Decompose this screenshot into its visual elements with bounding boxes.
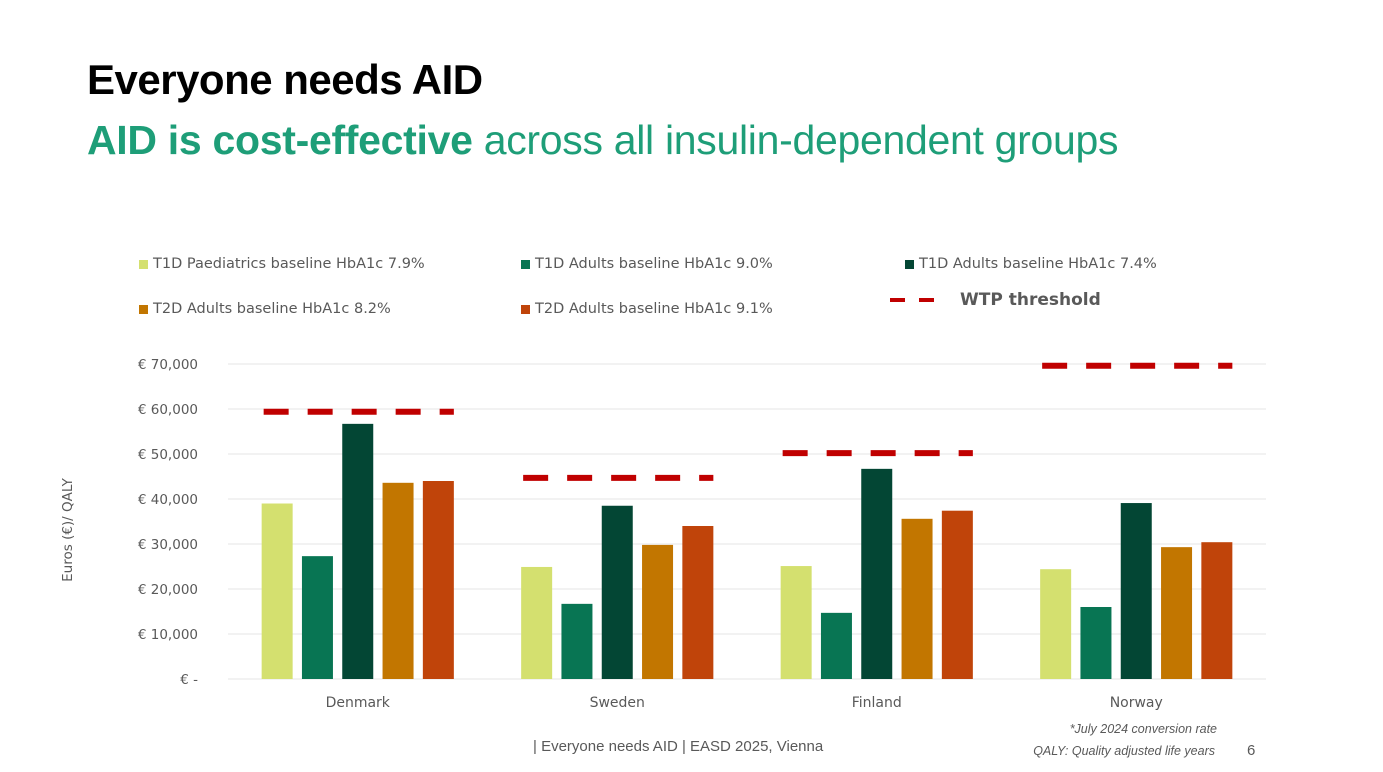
legend-item-wtp: WTP threshold bbox=[890, 290, 1101, 310]
bar bbox=[601, 505, 633, 679]
legend-label: T1D Paediatrics baseline HbA1c 7.9% bbox=[153, 256, 425, 272]
slide-subtitle: AID is cost-effective across all insulin… bbox=[87, 117, 1119, 164]
y-tick-label: € - bbox=[180, 672, 198, 688]
x-tick-label: Denmark bbox=[326, 695, 391, 711]
legend-swatch bbox=[521, 259, 530, 269]
page-number: 6 bbox=[1247, 742, 1256, 759]
wtp-dash-icon bbox=[890, 298, 905, 302]
qaly-note: QALY: Quality adjusted life years bbox=[1033, 744, 1215, 758]
y-tick-label: € 40,000 bbox=[138, 492, 198, 508]
bar bbox=[301, 556, 333, 679]
bar bbox=[682, 526, 714, 679]
y-axis-label: Euros (€)/ QALY bbox=[60, 477, 76, 581]
bar bbox=[382, 482, 414, 679]
wtp-lines bbox=[263, 362, 1233, 481]
bar bbox=[901, 518, 933, 679]
x-tick-label: Sweden bbox=[590, 695, 645, 711]
y-tick-label: € 60,000 bbox=[138, 402, 198, 418]
legend-swatch bbox=[905, 259, 914, 269]
bar bbox=[941, 510, 973, 679]
legend-label: T2D Adults baseline HbA1c 9.1% bbox=[535, 301, 773, 317]
x-axis-ticks: Denmark Sweden Finland Norway bbox=[326, 695, 1163, 711]
bars bbox=[261, 423, 1233, 679]
legend-swatch bbox=[139, 304, 148, 314]
y-tick-label: € 30,000 bbox=[138, 537, 198, 553]
legend-label: WTP threshold bbox=[960, 290, 1101, 310]
bar bbox=[1080, 607, 1112, 679]
x-tick-label: Finland bbox=[852, 695, 902, 711]
y-tick-label: € 70,000 bbox=[138, 357, 198, 373]
bar bbox=[561, 603, 593, 679]
y-tick-label: € 50,000 bbox=[138, 447, 198, 463]
legend-swatch bbox=[139, 259, 148, 269]
bar bbox=[1040, 569, 1072, 679]
y-tick-label: € 10,000 bbox=[138, 627, 198, 643]
conversion-note: *July 2024 conversion rate bbox=[1069, 722, 1217, 736]
legend-label: T2D Adults baseline HbA1c 8.2% bbox=[153, 301, 391, 317]
footer-text: | Everyone needs AID | EASD 2025, Vienna bbox=[533, 738, 824, 755]
subtitle-emphasis: AID is cost-effective bbox=[87, 117, 473, 163]
x-tick-label: Norway bbox=[1110, 695, 1163, 711]
bar bbox=[261, 503, 293, 679]
legend-label: T1D Adults baseline HbA1c 7.4% bbox=[919, 256, 1157, 272]
legend-item: T2D Adults baseline HbA1c 9.1% bbox=[521, 301, 773, 317]
bar bbox=[1161, 547, 1193, 679]
bar bbox=[1120, 503, 1152, 679]
legend-item: T1D Adults baseline HbA1c 9.0% bbox=[521, 256, 773, 272]
subtitle-rest: across all insulin-dependent groups bbox=[472, 117, 1119, 163]
y-tick-label: € 20,000 bbox=[138, 582, 198, 598]
y-axis-ticks: € - € 10,000 € 20,000 € 30,000 € 40,000 € 50,… bbox=[138, 357, 198, 688]
legend-item: T1D Adults baseline HbA1c 7.4% bbox=[905, 256, 1157, 272]
bar bbox=[342, 423, 374, 679]
slide-title: Everyone needs AID bbox=[87, 56, 483, 103]
legend-item: T1D Paediatrics baseline HbA1c 7.9% bbox=[139, 256, 425, 272]
bar bbox=[422, 481, 454, 679]
legend-swatch bbox=[521, 304, 530, 314]
bar bbox=[1201, 542, 1233, 679]
bar bbox=[642, 544, 674, 679]
legend-item: T2D Adults baseline HbA1c 8.2% bbox=[139, 301, 391, 317]
bar bbox=[780, 566, 812, 679]
legend-label: T1D Adults baseline HbA1c 9.0% bbox=[535, 256, 773, 272]
bar bbox=[521, 566, 553, 679]
bar bbox=[820, 612, 852, 679]
wtp-dash-icon bbox=[919, 298, 934, 302]
bar bbox=[861, 468, 893, 679]
